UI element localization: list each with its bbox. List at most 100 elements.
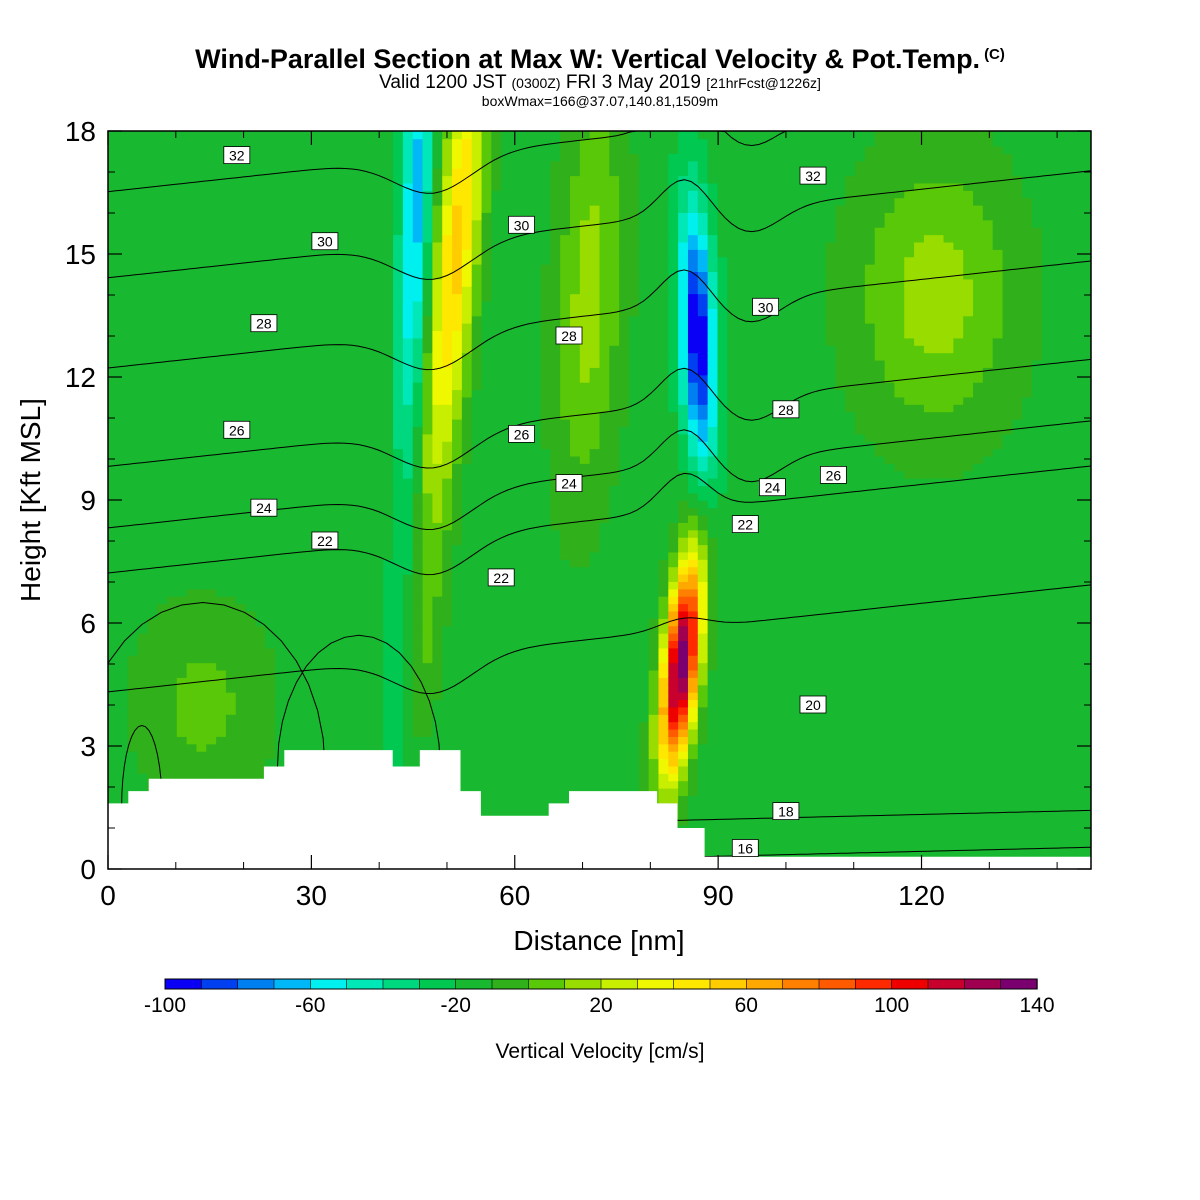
- velocity-cell: [373, 138, 385, 147]
- velocity-cell: [353, 315, 365, 324]
- velocity-cell: [343, 559, 355, 568]
- velocity-cell: [117, 477, 129, 487]
- velocity-cell: [117, 500, 129, 509]
- velocity-cell: [383, 500, 394, 509]
- velocity-cell: [501, 640, 512, 649]
- velocity-cell: [560, 662, 571, 671]
- velocity-cell: [412, 234, 424, 243]
- velocity-cell: [117, 145, 129, 154]
- velocity-cell: [225, 182, 237, 191]
- velocity-cell: [402, 315, 414, 324]
- velocity-cell: [255, 736, 267, 745]
- velocity-cell: [245, 374, 257, 383]
- velocity-cell: [324, 706, 335, 715]
- velocity-cell: [422, 271, 434, 280]
- velocity-cell: [570, 551, 581, 560]
- velocity-cell: [235, 293, 247, 302]
- velocity-cell: [530, 706, 542, 715]
- velocity-cell: [560, 256, 571, 265]
- velocity-cell: [432, 234, 444, 243]
- velocity-cell: [147, 463, 158, 472]
- velocity-cell: [373, 249, 385, 258]
- velocity-cell: [176, 706, 188, 715]
- velocity-cell: [294, 352, 306, 361]
- velocity-cell: [589, 433, 601, 442]
- velocity-cell: [117, 433, 129, 442]
- velocity-cell: [186, 404, 198, 413]
- velocity-cell: [235, 559, 247, 568]
- velocity-cell: [245, 433, 257, 442]
- velocity-cell: [157, 352, 168, 361]
- velocity-cell: [176, 448, 188, 457]
- velocity-cell: [471, 736, 483, 745]
- velocity-cell: [520, 610, 532, 619]
- velocity-cell: [245, 396, 257, 405]
- velocity-cell: [108, 160, 119, 169]
- velocity-cell: [235, 182, 247, 191]
- velocity-cell: [422, 293, 434, 302]
- velocity-cell: [560, 573, 571, 582]
- velocity-cell: [186, 618, 198, 627]
- velocity-cell: [481, 677, 493, 686]
- velocity-cell: [275, 463, 286, 472]
- velocity-cell: [127, 514, 139, 523]
- velocity-cell: [383, 249, 394, 258]
- velocity-cell: [216, 411, 227, 420]
- velocity-cell: [520, 256, 532, 265]
- velocity-cell: [530, 573, 542, 582]
- velocity-cell: [579, 433, 591, 442]
- velocity-cell: [117, 699, 129, 708]
- velocity-cell: [108, 706, 119, 715]
- velocity-cell: [491, 359, 502, 368]
- velocity-cell: [520, 278, 532, 287]
- velocity-cell: [393, 485, 404, 494]
- velocity-cell: [216, 728, 227, 737]
- velocity-cell: [520, 381, 532, 391]
- velocity-cell: [216, 249, 227, 258]
- velocity-cell: [412, 669, 424, 678]
- velocity-cell: [117, 566, 129, 575]
- velocity-cell: [452, 418, 463, 427]
- velocity-cell: [461, 138, 473, 147]
- velocity-cell: [265, 138, 276, 147]
- velocity-cell: [461, 758, 473, 767]
- velocity-cell: [216, 212, 227, 221]
- velocity-cell: [393, 551, 404, 560]
- velocity-cell: [147, 588, 158, 597]
- velocity-cell: [481, 352, 493, 361]
- velocity-cell: [186, 440, 198, 450]
- velocity-cell: [147, 500, 158, 509]
- velocity-cell: [166, 212, 178, 221]
- velocity-cell: [108, 529, 119, 538]
- velocity-cell: [373, 285, 385, 295]
- velocity-cell: [540, 204, 552, 213]
- velocity-cell: [461, 544, 473, 553]
- velocity-cell: [127, 322, 139, 332]
- velocity-cell: [314, 684, 326, 693]
- velocity-cell: [216, 330, 227, 339]
- velocity-cell: [560, 131, 571, 140]
- velocity-cell: [314, 212, 326, 221]
- velocity-cell: [304, 322, 316, 332]
- velocity-cell: [540, 182, 552, 191]
- velocity-cell: [137, 470, 149, 479]
- velocity-cell: [137, 219, 149, 228]
- velocity-cell: [117, 588, 129, 597]
- velocity-cell: [127, 455, 139, 464]
- velocity-cell: [393, 544, 404, 553]
- velocity-cell: [147, 566, 158, 575]
- velocity-cell: [196, 322, 208, 332]
- velocity-cell: [196, 773, 208, 782]
- velocity-cell: [461, 699, 473, 708]
- velocity-cell: [225, 448, 237, 457]
- velocity-cell: [108, 337, 119, 346]
- velocity-cell: [255, 337, 267, 346]
- velocity-cell: [373, 662, 385, 671]
- velocity-cell: [520, 249, 532, 258]
- velocity-cell: [501, 684, 512, 693]
- velocity-cell: [402, 647, 414, 656]
- velocity-cell: [589, 618, 601, 627]
- velocity-cell: [245, 536, 257, 546]
- velocity-cell: [393, 234, 404, 243]
- velocity-cell: [314, 285, 326, 295]
